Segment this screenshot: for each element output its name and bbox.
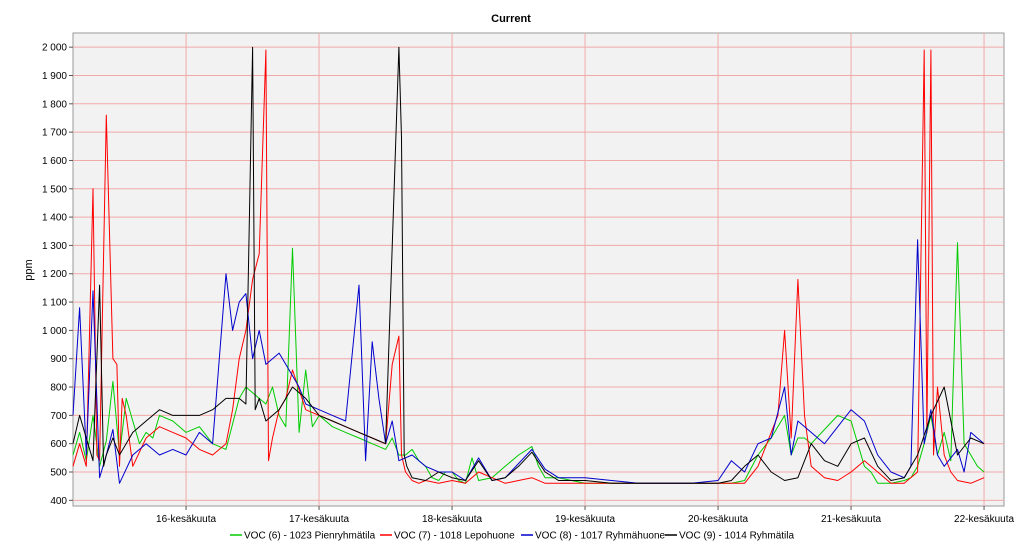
x-axis: 16-kesäkuuta 17-kesäkuuta 18-kesäkuuta 19-k… xyxy=(156,506,1015,525)
y-axis: 400 500 600 700 800 900 1 000 1 100 1 200 1 300 1 … xyxy=(42,43,73,507)
series-lines xyxy=(72,46,985,484)
series-line-8 xyxy=(72,239,985,484)
y-tick-label: 900 xyxy=(50,354,67,365)
y-tick-label: 600 xyxy=(50,439,67,450)
x-tick-label: 18-kesäkuuta xyxy=(422,514,482,525)
y-tick-label: 2 000 xyxy=(42,43,67,54)
y-tick-label: 1 900 xyxy=(42,71,67,82)
y-tick-label: 800 xyxy=(50,383,67,394)
x-tick-label: 21-kesäkuuta xyxy=(821,514,881,525)
series-line-9 xyxy=(72,46,985,484)
y-tick-label: 400 xyxy=(50,496,67,507)
x-tick-label: 16-kesäkuuta xyxy=(156,514,216,525)
x-tick-label: 20-kesäkuuta xyxy=(688,514,748,525)
grid-lines xyxy=(73,33,1004,506)
y-tick-label: 1 500 xyxy=(42,184,67,195)
y-tick-label: 1 400 xyxy=(42,213,67,224)
y-tick-label: 1 100 xyxy=(42,298,67,309)
y-axis-title: ppm xyxy=(23,259,35,280)
legend-label: VOC (9) - 1014 Ryhmätila xyxy=(679,531,794,542)
plot-area xyxy=(72,32,1005,507)
y-tick-label: 1 800 xyxy=(42,99,67,110)
y-tick-label: 1 300 xyxy=(42,241,67,252)
legend: VOC (6) - 1023 Pienryhmätila VOC (7) - 10… xyxy=(230,531,794,542)
y-tick-label: 1 600 xyxy=(42,156,67,167)
legend-label: VOC (8) - 1017 Ryhmähuone xyxy=(535,531,666,542)
chart-title: Current xyxy=(491,13,531,25)
y-tick-label: 1 700 xyxy=(42,128,67,139)
y-tick-label: 500 xyxy=(50,468,67,479)
y-tick-label: 1 200 xyxy=(42,269,67,280)
series-line-6 xyxy=(72,242,985,484)
y-tick-label: 1 000 xyxy=(42,326,67,337)
x-tick-label: 19-kesäkuuta xyxy=(555,514,615,525)
legend-label: VOC (6) - 1023 Pienryhmätila xyxy=(244,531,376,542)
legend-label: VOC (7) - 1018 Lepohuone xyxy=(394,531,515,542)
y-tick-label: 700 xyxy=(50,411,67,422)
x-tick-label: 22-kesäkuuta xyxy=(954,514,1014,525)
x-tick-label: 17-kesäkuuta xyxy=(289,514,349,525)
